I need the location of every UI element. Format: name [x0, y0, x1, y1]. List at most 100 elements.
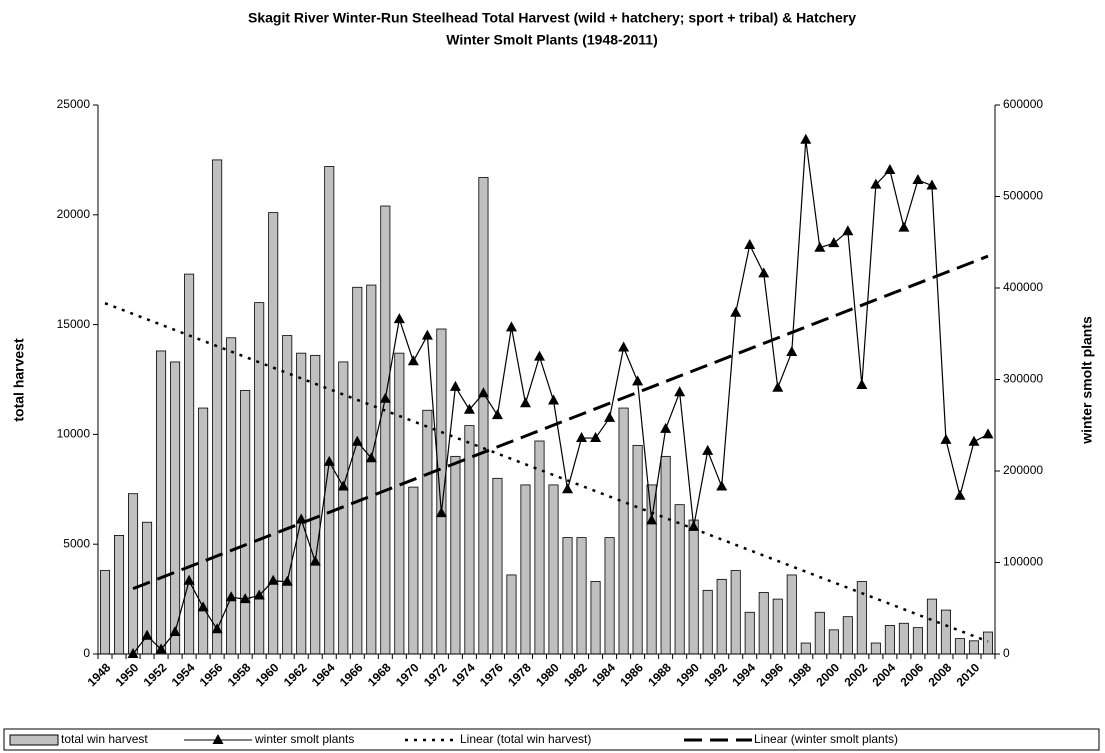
bar [702, 589, 713, 655]
x-tick-label: 2004 [869, 660, 898, 689]
chart-title: Winter Smolt Plants (1948-2011) [446, 32, 658, 48]
bar [758, 592, 769, 655]
legend-label: total win harvest [61, 732, 148, 746]
marker [225, 591, 237, 602]
bar [548, 484, 559, 655]
marker [870, 178, 882, 189]
bar [506, 574, 517, 655]
x-tick-label: 1996 [757, 660, 786, 689]
x-tick-label: 1954 [169, 660, 198, 689]
marker [758, 267, 770, 278]
x-tick-label: 2006 [897, 660, 926, 689]
bar [520, 484, 531, 655]
marker [898, 221, 910, 232]
x-tick-label: 1980 [533, 660, 562, 689]
marker [211, 623, 223, 634]
bar [128, 493, 139, 655]
bar [366, 284, 377, 655]
x-tick-label: 1998 [785, 660, 814, 689]
bar [422, 409, 433, 655]
x-tick-label: 1974 [449, 660, 478, 689]
marker [477, 387, 489, 398]
marker [940, 433, 952, 444]
marker [842, 225, 854, 236]
bar [730, 570, 741, 655]
marker [590, 432, 602, 443]
bar [828, 629, 839, 655]
x-tick-label: 1970 [393, 660, 422, 689]
x-tick-label: 1962 [281, 660, 310, 689]
bar [772, 598, 783, 655]
bar [632, 444, 643, 655]
marker [674, 386, 686, 397]
marker [562, 483, 574, 494]
bar [912, 627, 923, 655]
x-tick-label: 2008 [926, 660, 955, 689]
bar [646, 484, 657, 655]
x-tick-label: 2000 [813, 660, 842, 689]
bar [450, 455, 461, 655]
chart-title: Skagit River Winter-Run Steelhead Total … [248, 10, 856, 26]
x-tick-label: 1948 [85, 660, 114, 689]
x-tick-label: 1978 [505, 660, 534, 689]
marker [828, 237, 840, 248]
bar [268, 212, 279, 655]
x-tick-label: 1964 [309, 660, 338, 689]
marker [491, 409, 503, 420]
bar [212, 159, 223, 655]
x-tick-label: 1958 [225, 660, 254, 689]
y-tick-label: 25000 [57, 97, 91, 111]
x-tick-label: 1994 [729, 660, 758, 689]
legend-label: Linear (winter smolt plants) [754, 732, 898, 746]
y-axis-title: total harvest [11, 338, 27, 422]
legend-label: Linear (total win harvest) [460, 732, 591, 746]
bar [156, 350, 167, 655]
marker [814, 241, 826, 252]
legend-marker [212, 734, 224, 744]
bar [870, 642, 881, 655]
bar [884, 625, 895, 655]
x-tick-label: 1988 [645, 660, 674, 689]
marker [954, 489, 966, 500]
marker [800, 133, 812, 144]
marker [884, 163, 896, 174]
marker [421, 329, 433, 340]
bar [184, 273, 195, 655]
bar [310, 354, 321, 655]
marker [267, 574, 279, 585]
marker [744, 238, 756, 249]
marker [323, 455, 335, 466]
bar [954, 638, 965, 655]
bar [786, 574, 797, 655]
bar [408, 486, 419, 655]
marker [351, 435, 363, 446]
legend-label: winter smolt plants [254, 732, 354, 746]
marker [155, 643, 167, 654]
marker [519, 397, 531, 408]
y2-tick-label: 100000 [1003, 555, 1043, 569]
bar [226, 337, 237, 655]
bar [240, 390, 251, 655]
x-tick-label: 1990 [673, 660, 702, 689]
marker [365, 452, 377, 463]
x-tick-label: 1986 [617, 660, 646, 689]
marker [926, 179, 938, 190]
marker [632, 375, 644, 386]
bar [562, 537, 573, 655]
marker [730, 306, 742, 317]
bar [716, 578, 727, 655]
marker [407, 355, 419, 366]
x-tick-label: 1992 [701, 660, 730, 689]
bar [604, 537, 615, 655]
bar [968, 640, 980, 655]
x-tick-label: 1950 [113, 660, 142, 689]
marker [197, 601, 209, 612]
marker [379, 392, 391, 403]
marker [169, 626, 181, 637]
bar [898, 622, 909, 655]
marker [533, 350, 545, 361]
y-tick-label: 20000 [57, 207, 91, 221]
bar [590, 581, 601, 655]
marker [688, 520, 700, 531]
bar [926, 598, 937, 655]
